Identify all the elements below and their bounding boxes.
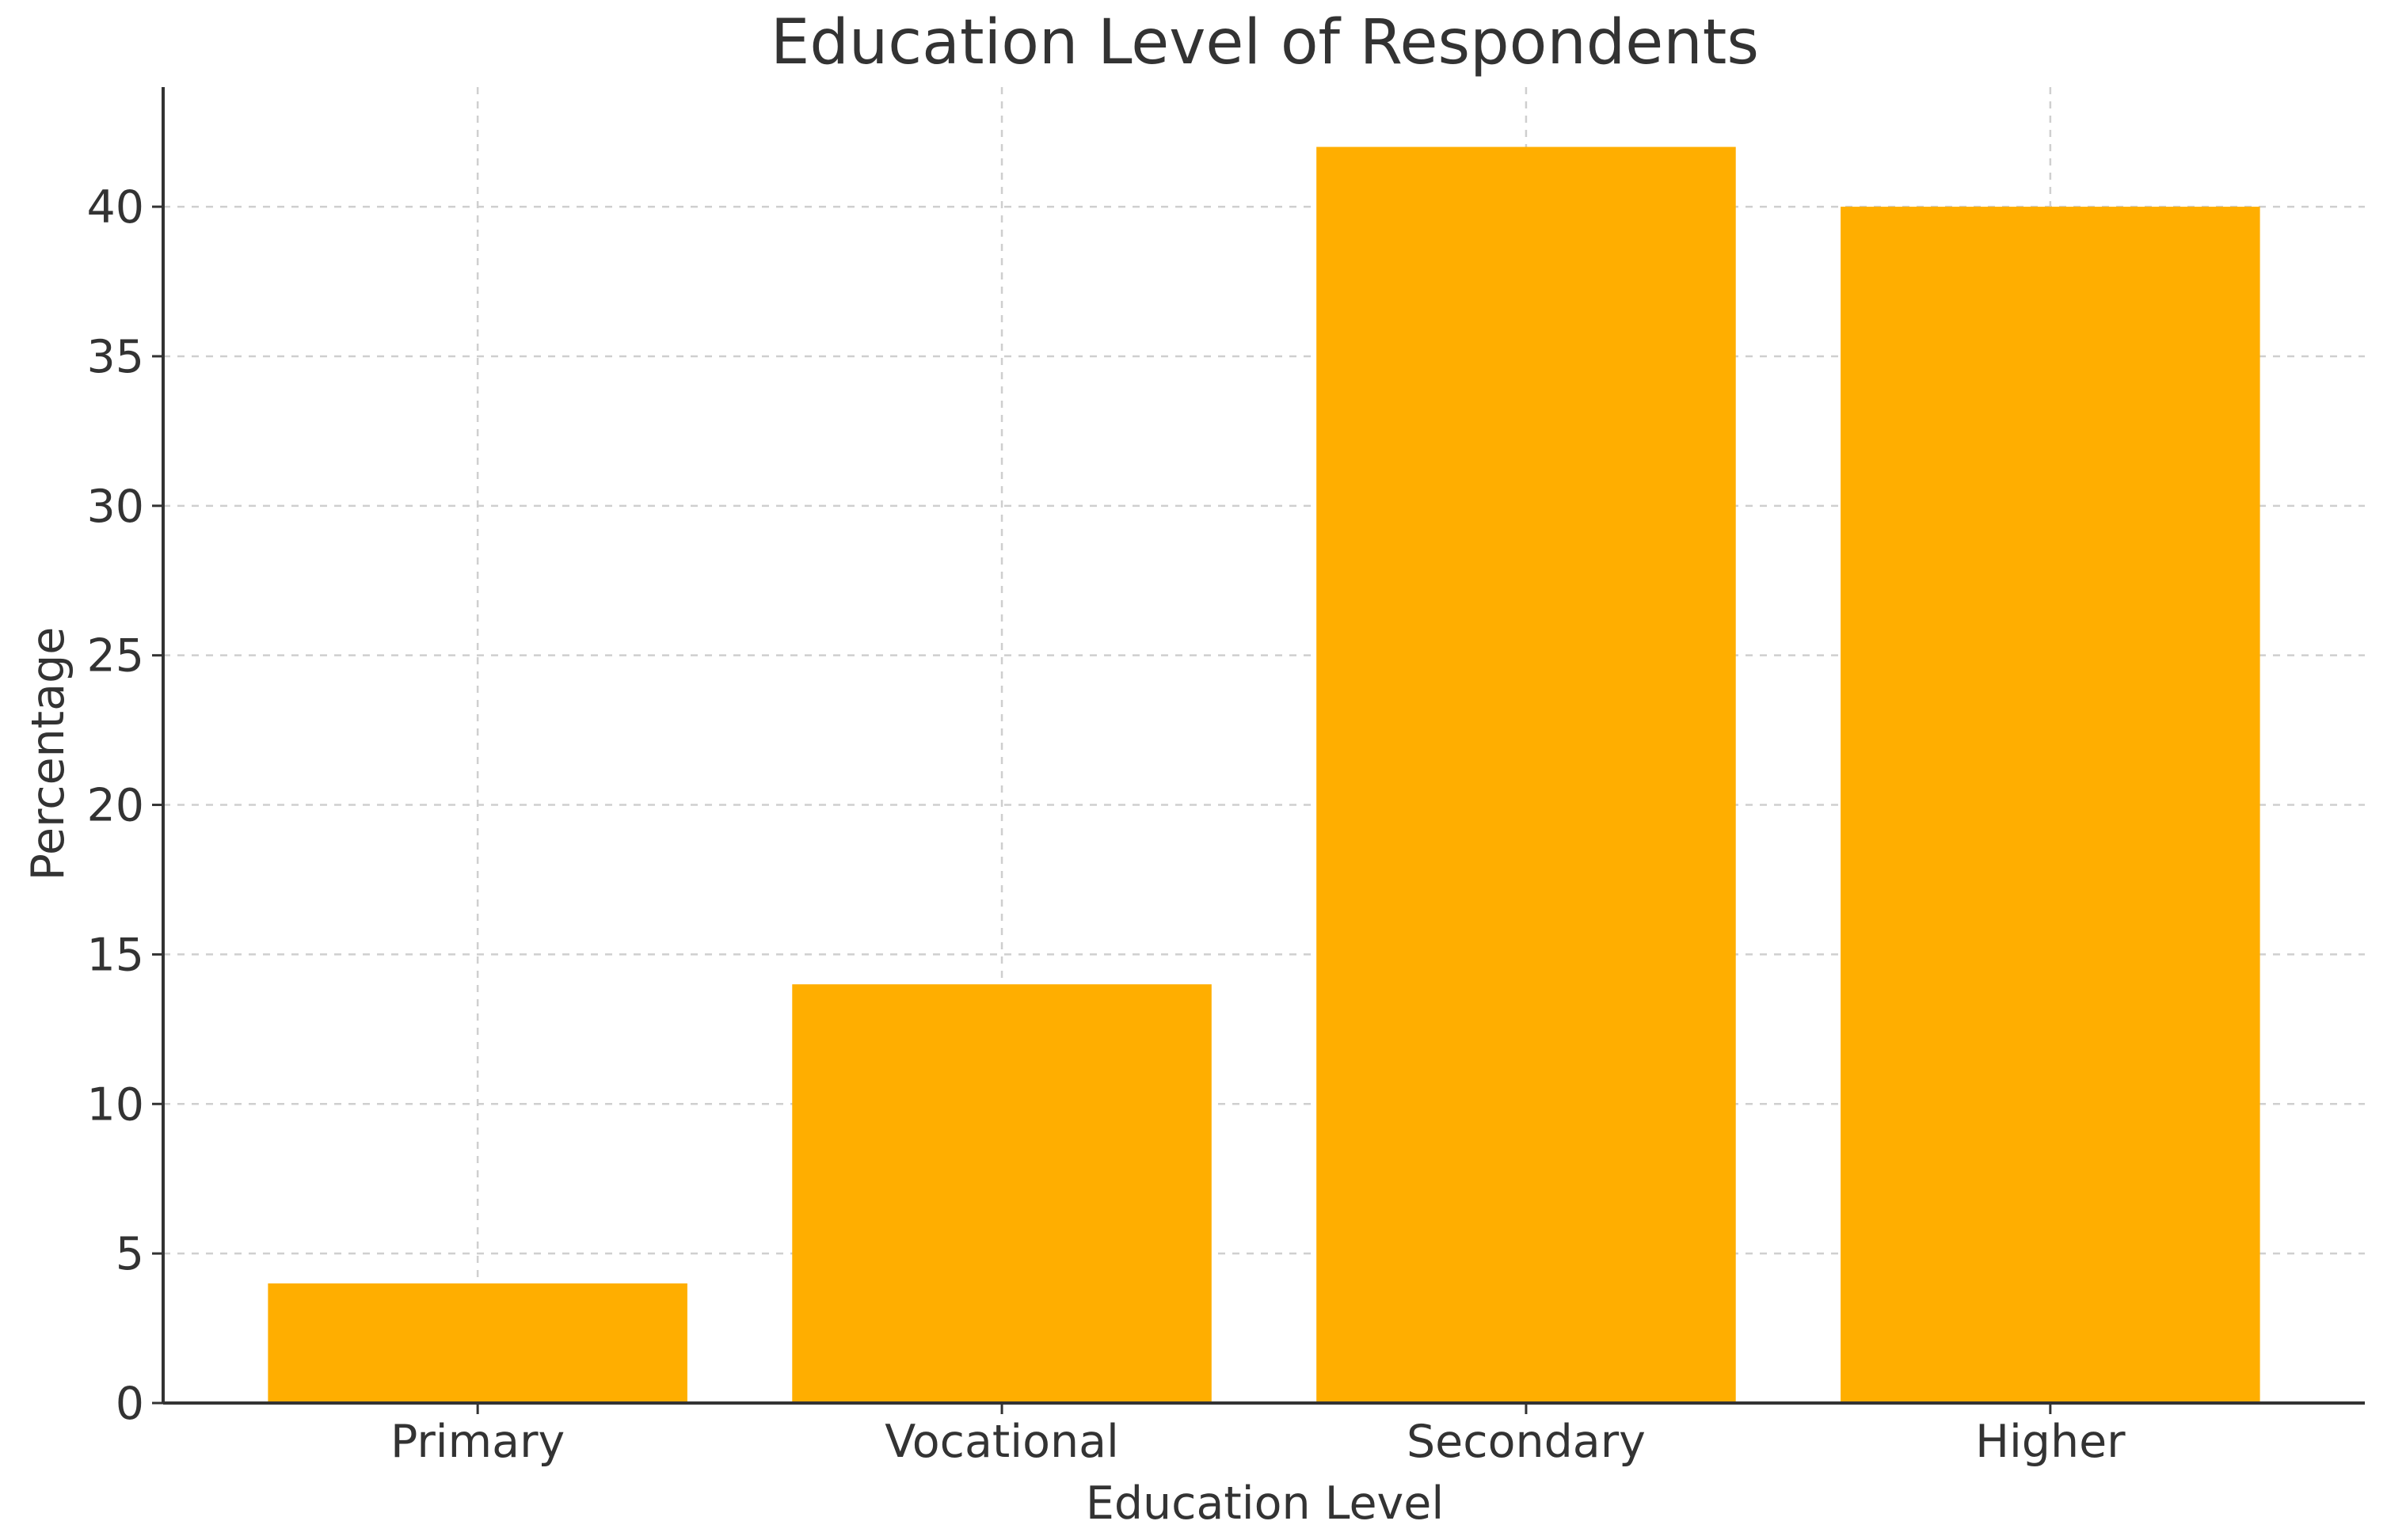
x-tick-label: Vocational	[885, 1416, 1119, 1468]
bar-secondary	[1316, 146, 1736, 1404]
axes-group	[162, 87, 2365, 1405]
bar-vocational	[792, 984, 1212, 1403]
bar-primary	[268, 1283, 687, 1403]
y-tick-label: 0	[116, 1378, 144, 1430]
y-tick-label: 25	[86, 630, 144, 683]
y-tick-label: 15	[86, 929, 144, 981]
x-tick-label: Primary	[390, 1416, 565, 1468]
y-tick-label: 35	[86, 331, 144, 383]
x-axis-label: Education Level	[1086, 1477, 1444, 1530]
y-tick-label: 30	[86, 481, 144, 533]
bar-higher	[1841, 207, 2260, 1403]
x-ticks-group: Primary Vocational Secondary Higher	[390, 1403, 2126, 1468]
x-tick-label: Higher	[1975, 1416, 2126, 1468]
y-tick-label: 40	[86, 181, 144, 234]
y-ticks-group: 0 5 10 15 20 25 30 35 40	[86, 181, 163, 1430]
x-tick-label: Secondary	[1407, 1416, 1646, 1468]
y-tick-label: 10	[86, 1078, 144, 1131]
y-tick-label: 20	[86, 780, 144, 832]
chart-title: Education Level of Respondents	[771, 7, 1759, 78]
y-axis-label: Percentage	[22, 627, 74, 881]
vertical-gridlines	[476, 87, 2052, 1403]
bars-group	[268, 146, 2260, 1404]
y-tick-label: 5	[116, 1228, 144, 1280]
